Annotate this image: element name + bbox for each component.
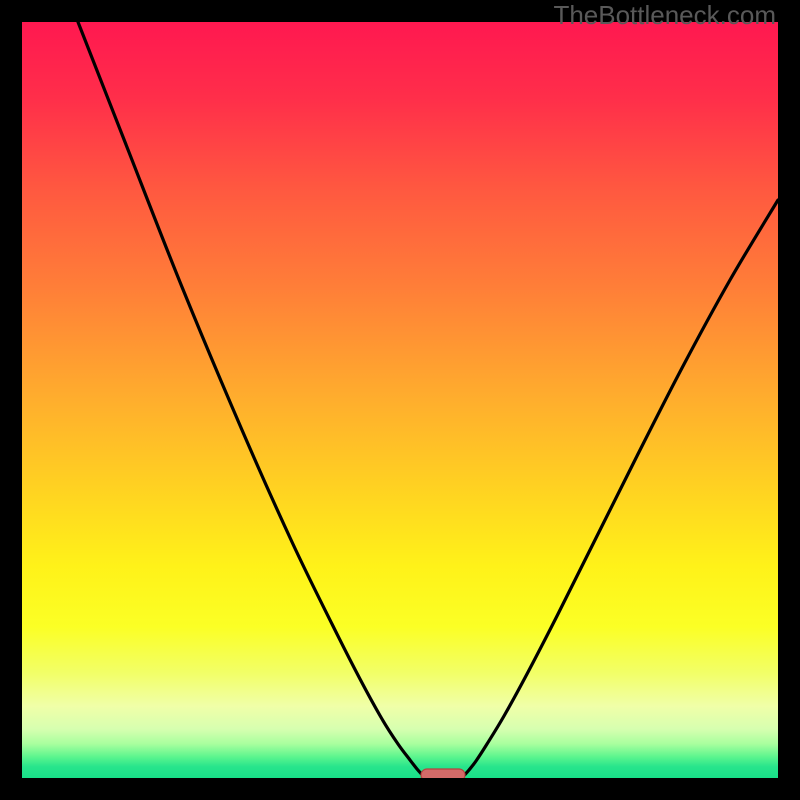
bottleneck-curve	[22, 22, 778, 778]
curve-right-branch	[465, 200, 778, 775]
chart-frame	[0, 0, 22, 800]
plot-area	[22, 22, 778, 778]
watermark-text: TheBottleneck.com	[553, 0, 776, 31]
optimal-marker	[421, 769, 465, 778]
curve-left-branch	[78, 22, 422, 775]
chart-frame	[0, 778, 800, 800]
chart-frame	[778, 0, 800, 800]
